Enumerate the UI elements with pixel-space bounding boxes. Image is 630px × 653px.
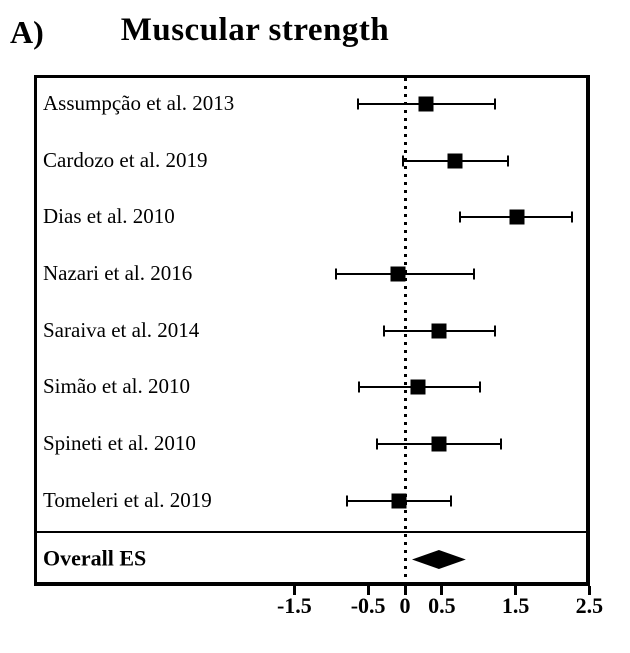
ci-cap-right	[450, 495, 453, 507]
x-axis-tick	[366, 586, 370, 595]
study-label: Cardozo et al. 2019	[43, 147, 208, 172]
x-axis-tick-label: -0.5	[350, 593, 386, 618]
ci-cap-left	[459, 211, 462, 223]
ci-cap-right	[507, 155, 510, 167]
effect-square	[431, 323, 447, 339]
study-label: Tomeleri et al. 2019	[43, 487, 212, 512]
ci-cap-left	[401, 155, 404, 167]
study-label: Assumpção et al. 2013	[43, 91, 235, 115]
ci-cap-left	[357, 381, 360, 393]
effect-square	[418, 96, 434, 112]
effect-square	[509, 209, 525, 225]
x-axis-tick-label: 0	[399, 593, 411, 618]
effect-square	[391, 493, 407, 509]
x-axis-tick	[292, 586, 296, 595]
ci-cap-left	[382, 325, 385, 337]
ci-cap-right	[472, 268, 475, 280]
x-axis-tick	[514, 586, 518, 595]
chart-title: Muscular strength	[120, 12, 390, 48]
overall-label: Overall ES	[43, 545, 147, 571]
ci-cap-right	[571, 211, 574, 223]
effect-square	[447, 153, 463, 169]
x-axis-tick-label: 1.5	[501, 593, 530, 618]
plot-area: Assumpção et al. 2013 Cardozo et al. 2019…	[34, 75, 590, 586]
x-axis-tick	[440, 586, 444, 595]
ci-cap-left	[335, 268, 338, 280]
x-axis-tick-label: -1.5	[276, 593, 312, 618]
effect-square	[390, 266, 406, 282]
ci-cap-right	[499, 438, 502, 450]
effect-square	[410, 379, 426, 395]
x-axis-tick	[587, 586, 591, 595]
effect-square	[431, 436, 447, 452]
study-label: Dias et al. 2010	[43, 204, 175, 229]
ci-cap-left	[375, 438, 378, 450]
study-label: Spineti et al. 2010	[43, 430, 196, 455]
separator-line	[37, 531, 586, 533]
study-label: Saraiva et al. 2014	[43, 317, 200, 342]
ci-cap-right	[493, 98, 496, 110]
x-axis-tick	[403, 586, 407, 595]
study-label: Nazari et al. 2016	[43, 260, 193, 285]
overall-diamond	[412, 549, 467, 574]
ci-cap-right	[479, 381, 482, 393]
x-axis-tick-label: 0.5	[428, 593, 456, 618]
ci-cap-left	[346, 495, 349, 507]
diamond-shape	[412, 549, 467, 569]
x-axis-tick-label: 2.5	[575, 593, 604, 618]
ci-cap-right	[493, 325, 496, 337]
ci-cap-left	[356, 98, 359, 110]
study-label: Simão et al. 2010	[43, 374, 190, 399]
panel-label: A)	[10, 14, 44, 50]
